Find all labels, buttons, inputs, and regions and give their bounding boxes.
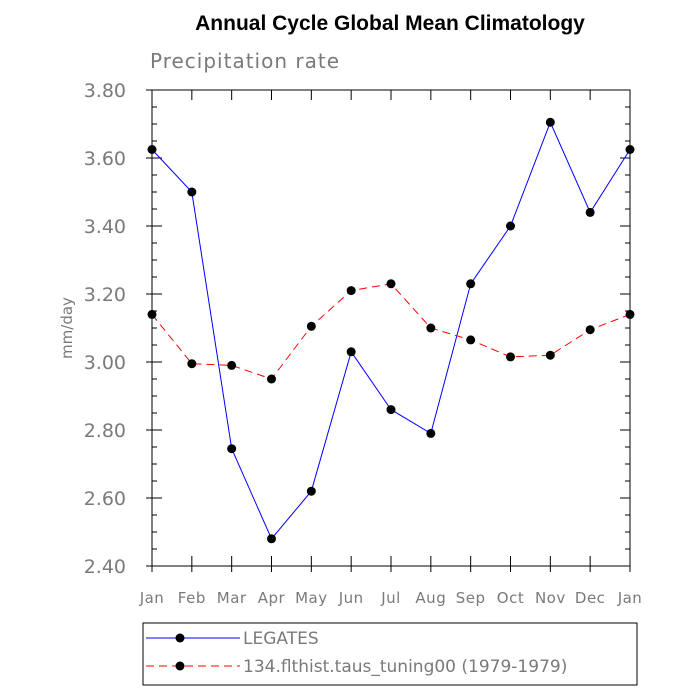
x-tick-label: Jan	[139, 589, 165, 607]
y-tick-label: 2.40	[84, 556, 126, 578]
x-tick-label: Jun	[338, 589, 364, 607]
series-0-point	[386, 405, 396, 415]
axis-ticks	[146, 89, 631, 572]
x-tick-label: Oct	[497, 589, 524, 607]
chart-title: Annual Cycle Global Mean Climatology	[195, 12, 585, 35]
series-0-point	[267, 534, 276, 544]
legend-label-0: LEGATES	[243, 629, 319, 649]
series-1-point	[187, 359, 197, 369]
series-0-point	[147, 145, 157, 154]
series-line-1	[151, 283, 631, 380]
series-1-point	[545, 350, 555, 360]
y-tick-label: 3.40	[84, 216, 126, 238]
x-tick-label: Aug	[415, 589, 446, 607]
legend-marker-1	[175, 661, 185, 671]
series-0-point	[466, 279, 476, 289]
series-0-point	[426, 428, 436, 438]
y-tick-label: 3.80	[84, 80, 126, 102]
y-tick-label: 3.00	[84, 352, 126, 374]
series-0-point	[506, 221, 515, 231]
chart-subtitle: Precipitation rate	[150, 49, 340, 73]
x-tick-label: Sep	[456, 589, 486, 607]
y-tick-label: 3.20	[84, 284, 126, 306]
series-1-point	[625, 309, 635, 319]
x-tick-label: Mar	[217, 589, 247, 607]
y-tick-label: 2.80	[84, 420, 126, 442]
series-0-point	[625, 145, 635, 154]
x-tick-label: Feb	[178, 589, 206, 607]
series-0-point	[306, 486, 316, 496]
series-1-point	[267, 374, 276, 384]
x-tick-label: Jul	[380, 589, 401, 607]
y-axis-label: mm/day	[58, 297, 76, 359]
y-tick-label: 3.60	[84, 148, 126, 170]
series-1-point	[306, 321, 316, 331]
y-tick-label: 2.60	[84, 488, 126, 510]
series-line-0	[151, 120, 631, 540]
series-1-point	[466, 335, 476, 345]
y-tick-labels: 2.40 2.60 2.80 3.00 3.20 3.40 3.60 3.80	[84, 80, 126, 578]
x-tick-label: May	[295, 589, 328, 607]
x-tick-label: Jan	[617, 589, 643, 607]
series-0-point	[585, 207, 595, 217]
series-0-point	[227, 444, 237, 454]
legend: LEGATES 134.flthist.taus_tuning00 (1979-1…	[142, 622, 638, 686]
series-0-point	[545, 117, 555, 127]
legend-label-1: 134.flthist.taus_tuning00 (1979-1979)	[243, 657, 567, 677]
legend-box	[142, 622, 638, 686]
series-0-point	[346, 347, 356, 357]
x-tick-labels: Jan Feb Mar Apr May Jun Jul Aug Sep Oct Nov Dec Jan	[139, 589, 643, 607]
series-1-point	[585, 325, 595, 335]
series-0-point	[187, 187, 197, 197]
series-1-point	[346, 286, 356, 296]
x-tick-label: Nov	[535, 589, 566, 607]
legend-marker-0	[175, 633, 185, 643]
series-layer	[147, 117, 635, 544]
series-1-point	[227, 360, 237, 370]
series-1-point	[147, 309, 157, 319]
series-1-point	[426, 323, 436, 333]
x-tick-label: Dec	[575, 589, 606, 607]
series-1-point	[386, 279, 396, 289]
x-tick-label: Apr	[258, 589, 286, 607]
plot-frame	[151, 89, 631, 567]
series-1-point	[506, 352, 515, 362]
